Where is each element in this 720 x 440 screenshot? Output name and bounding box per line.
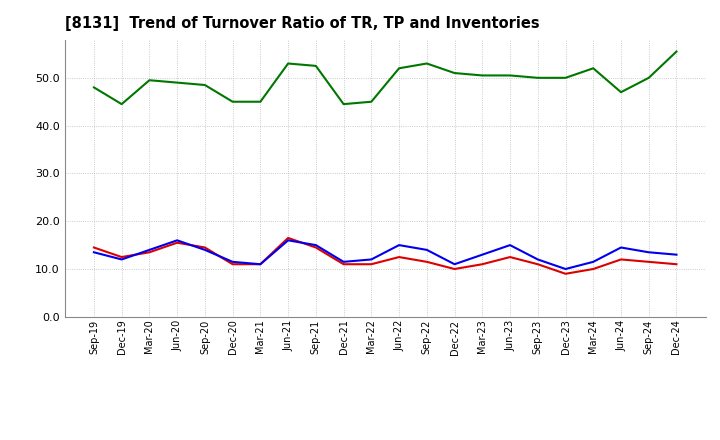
Inventories	[228, 99, 237, 104]
Trade Receivables	[173, 240, 181, 246]
Inventories	[616, 89, 625, 95]
Inventories	[339, 102, 348, 107]
Inventories	[589, 66, 598, 71]
Trade Payables	[145, 247, 154, 253]
Trade Receivables	[89, 245, 98, 250]
Inventories	[534, 75, 542, 81]
Trade Receivables	[672, 262, 681, 267]
Trade Receivables	[284, 235, 292, 241]
Trade Payables	[505, 242, 514, 248]
Inventories	[117, 102, 126, 107]
Inventories	[89, 85, 98, 90]
Trade Payables	[173, 238, 181, 243]
Trade Receivables	[367, 262, 376, 267]
Line: Inventories: Inventories	[94, 51, 677, 104]
Trade Payables	[672, 252, 681, 257]
Trade Payables	[228, 259, 237, 264]
Trade Receivables	[228, 262, 237, 267]
Inventories	[478, 73, 487, 78]
Line: Trade Payables: Trade Payables	[94, 240, 677, 269]
Trade Payables	[312, 242, 320, 248]
Trade Payables	[395, 242, 403, 248]
Trade Payables	[256, 262, 265, 267]
Trade Receivables	[561, 271, 570, 276]
Inventories	[201, 82, 210, 88]
Trade Receivables	[312, 245, 320, 250]
Inventories	[505, 73, 514, 78]
Inventories	[173, 80, 181, 85]
Trade Payables	[89, 249, 98, 255]
Trade Receivables	[117, 254, 126, 260]
Trade Payables	[367, 257, 376, 262]
Trade Receivables	[450, 266, 459, 271]
Inventories	[672, 49, 681, 54]
Trade Payables	[423, 247, 431, 253]
Inventories	[145, 77, 154, 83]
Trade Payables	[534, 257, 542, 262]
Trade Receivables	[505, 254, 514, 260]
Inventories	[256, 99, 265, 104]
Trade Receivables	[256, 262, 265, 267]
Trade Receivables	[534, 262, 542, 267]
Trade Payables	[561, 266, 570, 271]
Trade Payables	[117, 257, 126, 262]
Trade Receivables	[616, 257, 625, 262]
Trade Payables	[284, 238, 292, 243]
Inventories	[561, 75, 570, 81]
Trade Receivables	[145, 249, 154, 255]
Trade Receivables	[395, 254, 403, 260]
Trade Payables	[201, 247, 210, 253]
Inventories	[395, 66, 403, 71]
Trade Payables	[339, 259, 348, 264]
Inventories	[644, 75, 653, 81]
Trade Payables	[478, 252, 487, 257]
Inventories	[423, 61, 431, 66]
Trade Receivables	[423, 259, 431, 264]
Trade Receivables	[201, 245, 210, 250]
Line: Trade Receivables: Trade Receivables	[94, 238, 677, 274]
Inventories	[367, 99, 376, 104]
Trade Payables	[616, 245, 625, 250]
Trade Receivables	[339, 262, 348, 267]
Trade Receivables	[478, 262, 487, 267]
Trade Receivables	[589, 266, 598, 271]
Trade Receivables	[644, 259, 653, 264]
Trade Payables	[644, 249, 653, 255]
Trade Payables	[589, 259, 598, 264]
Inventories	[450, 70, 459, 76]
Text: [8131]  Trend of Turnover Ratio of TR, TP and Inventories: [8131] Trend of Turnover Ratio of TR, TP…	[65, 16, 539, 32]
Inventories	[312, 63, 320, 69]
Inventories	[284, 61, 292, 66]
Trade Payables	[450, 262, 459, 267]
